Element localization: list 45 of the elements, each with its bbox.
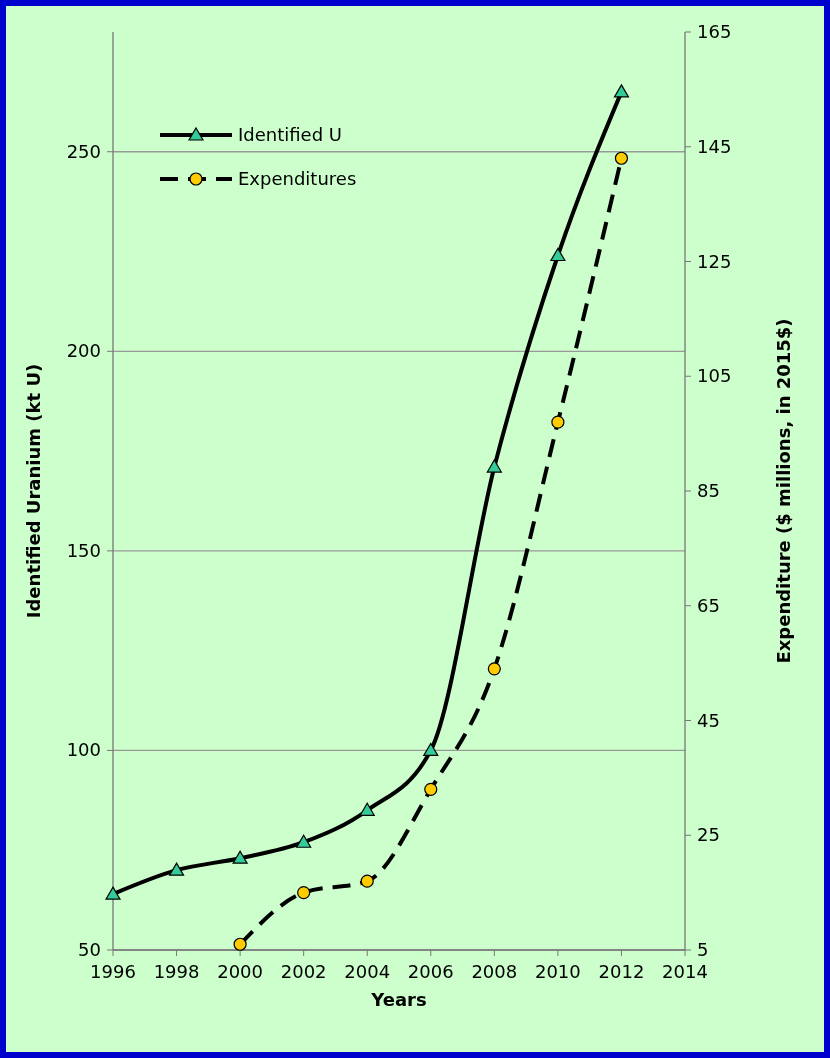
y-axis-title: Identified Uranium (kt U) — [23, 363, 44, 619]
point — [487, 662, 501, 676]
point — [359, 802, 375, 816]
y2-tick-label: 65 — [697, 594, 720, 616]
point — [360, 874, 374, 888]
y2-tick-label: 105 — [697, 365, 732, 387]
y2-axis-title: Expenditure ($ millions, in 2015$) — [773, 318, 794, 664]
point — [168, 862, 185, 876]
x-tick-label: 2000 — [217, 961, 264, 982]
legend-label: Expenditures — [238, 168, 357, 189]
point — [296, 834, 312, 848]
x-tick-label: 2008 — [471, 961, 518, 982]
x-tick-label: 2004 — [344, 961, 391, 982]
x-tick-label: 2002 — [280, 961, 327, 982]
y2-tick-label: 5 — [697, 939, 709, 960]
point — [232, 850, 248, 864]
y2-tick-label: 45 — [697, 709, 720, 731]
point — [613, 84, 630, 98]
point — [233, 937, 247, 951]
y2-tick-label: 25 — [697, 824, 720, 846]
point — [424, 782, 438, 796]
x-axis-title: Years — [370, 989, 427, 1010]
point — [614, 151, 629, 165]
y2-tick-label: 85 — [697, 480, 720, 501]
y2-tick-label: 125 — [697, 250, 732, 272]
y-tick-label: 200 — [66, 340, 101, 362]
point — [105, 886, 121, 900]
y-tick-label: 250 — [66, 140, 101, 162]
y2-tick-label: 165 — [697, 21, 732, 42]
point — [297, 886, 311, 900]
x-tick-label: 2006 — [407, 961, 454, 982]
y-tick-label: 150 — [66, 539, 101, 561]
point — [423, 742, 439, 757]
x-tick-label: 1996 — [90, 961, 136, 982]
point — [550, 247, 566, 262]
y2-tick-label: 145 — [697, 135, 732, 157]
point — [551, 415, 565, 429]
x-tick-label: 2012 — [598, 961, 645, 982]
y-tick-label: 100 — [66, 739, 101, 761]
x-tick-label: 2010 — [534, 961, 581, 982]
y-tick-label: 50 — [78, 939, 101, 960]
x-tick-label: 1998 — [153, 961, 200, 982]
x-tick-label: 2014 — [662, 961, 708, 982]
legend-label: Identified U — [238, 124, 343, 145]
point — [486, 459, 502, 473]
